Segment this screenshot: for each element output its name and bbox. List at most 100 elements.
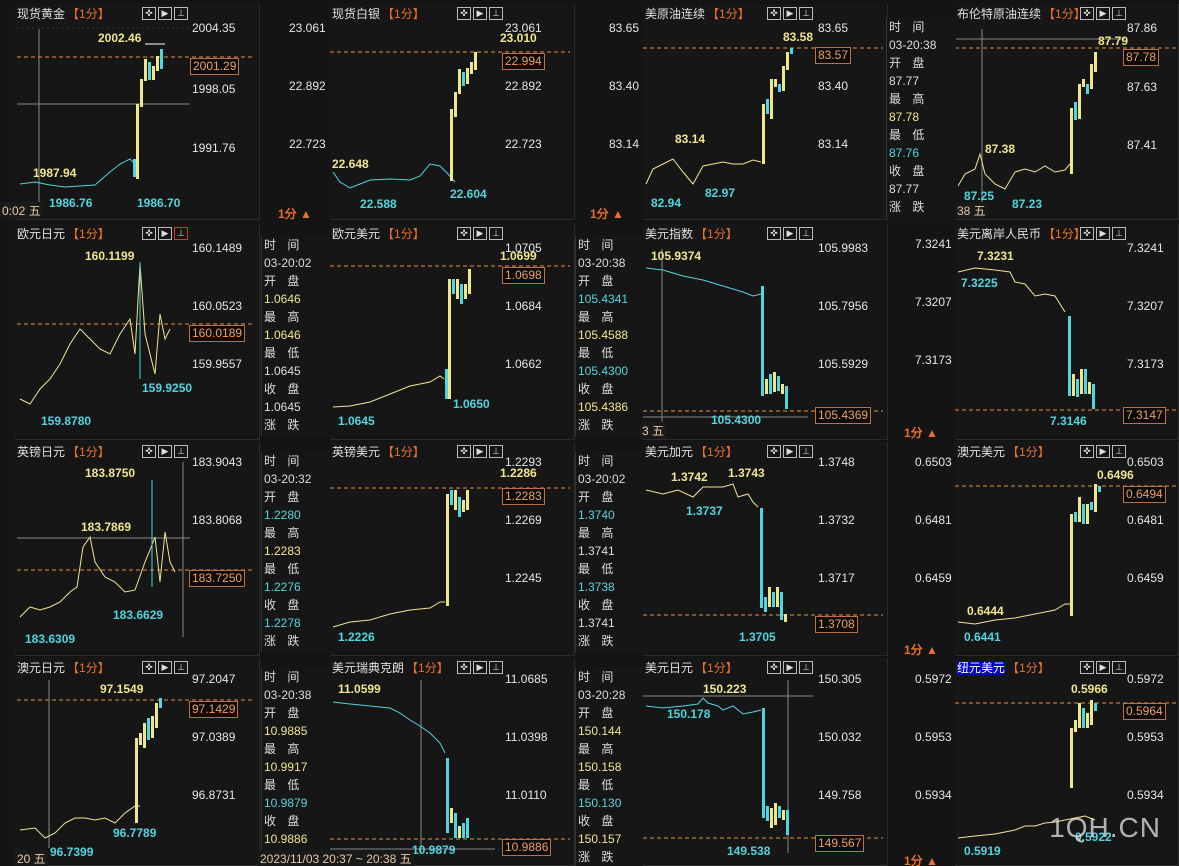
range-icon[interactable]: ⊥ [174,661,188,674]
crosshair-icon[interactable]: ✜ [142,227,156,240]
crosshair-icon[interactable]: ✜ [457,7,471,20]
play-icon[interactable]: ▶ [158,227,172,240]
play-icon[interactable]: ▶ [473,661,487,674]
panel-usdsek[interactable]: 美元瑞典克朗 【1分】 ✜ ▶ ⊥ 11.0599 10.9879 11.0685 1… [330,658,575,866]
play-icon[interactable]: ▶ [783,445,797,458]
play-icon[interactable]: ▶ [1096,227,1110,240]
crosshair-icon[interactable]: ✜ [142,445,156,458]
period-indicator[interactable]: 1分 ▲ [904,854,938,866]
current-price: 0.5964 [1123,703,1166,720]
panel-nzdusd[interactable]: 纽元美元 【1分】 ✜ ▶ ⊥ 0.5966 0.5919 0.5922 0.5972… [955,658,1179,866]
candlestick-chart[interactable] [15,224,260,440]
crosshair-icon[interactable]: ✜ [1080,661,1094,674]
play-icon[interactable]: ▶ [473,7,487,20]
panel-spot-gold[interactable]: 现货黄金 【1分】 ✜ ▶ ⊥ 2002.46 1987.94 1986.76 198… [15,4,260,220]
crosshair-icon[interactable]: ✜ [457,661,471,674]
y-axis-tick: 1.3748 [818,455,855,469]
range-icon[interactable]: ⊥ [799,7,813,20]
range-icon[interactable]: ⊥ [489,7,503,20]
candlestick-chart[interactable] [15,442,260,656]
y-axis-tick: 160.1489 [192,241,243,255]
crosshair-icon[interactable]: ✜ [767,227,781,240]
y-axis-tick: 105.5929 [818,357,869,371]
play-icon[interactable]: ▶ [158,445,172,458]
y-axis-tick: 7.3173 [1127,357,1164,371]
range-icon[interactable]: ⊥ [1112,227,1126,240]
play-icon[interactable]: ▶ [473,445,487,458]
candlestick-chart[interactable] [955,4,1179,220]
candlestick-chart[interactable] [955,442,1179,656]
current-price: 183.7250 [189,570,246,587]
candlestick-chart[interactable] [15,4,260,220]
candlestick-chart[interactable] [15,658,260,866]
range-icon[interactable]: ⊥ [174,445,188,458]
candlestick-chart[interactable] [330,224,575,440]
play-icon[interactable]: ▶ [783,7,797,20]
range-icon[interactable]: ⊥ [799,661,813,674]
panel-gbpjpy[interactable]: 英镑日元 【1分】 ✜ ▶ ⊥ 183.8750 183.7869 183.6309 … [15,442,260,656]
range-icon[interactable]: ⊥ [1112,7,1126,20]
candlestick-chart[interactable] [643,442,888,656]
range-icon[interactable]: ⊥ [489,661,503,674]
period-indicator[interactable]: 1分 ▲ [904,426,938,440]
crosshair-icon[interactable]: ✜ [457,445,471,458]
y-axis-tick: 183.8068 [192,513,243,527]
range-icon[interactable]: ⊥ [174,7,188,20]
play-icon[interactable]: ▶ [158,7,172,20]
play-icon[interactable]: ▶ [1096,661,1110,674]
chart-tools: ✜ ▶ ⊥ [142,7,188,20]
panel-title: 现货黄金 【1分】 [17,7,110,21]
panel-audusd[interactable]: 澳元美元 【1分】 ✜ ▶ ⊥ 0.6496 0.6444 0.6441 0.6503… [955,442,1179,656]
crosshair-icon[interactable]: ✜ [142,7,156,20]
panel-brent-crude[interactable]: 布伦特原油连续 【1分】 ✜ ▶ ⊥ 87.79 87.38 87.25 87.23 … [955,4,1179,220]
range-icon[interactable]: ⊥ [174,227,188,240]
crosshair-icon[interactable]: ✜ [767,7,781,20]
panel-wti-crude[interactable]: 美原油连续 【1分】 ✜ ▶ ⊥ 83.58 83.14 82.94 82.97 83… [643,4,888,220]
play-icon[interactable]: ▶ [1096,7,1110,20]
candlestick-chart[interactable] [643,4,888,220]
panel-spot-silver[interactable]: 现货白银 【1分】 ✜ ▶ ⊥ 23.010 22.648 22.588 22.604… [330,4,575,220]
low-label: 0.6441 [964,630,1001,644]
range-icon[interactable]: ⊥ [799,227,813,240]
candlestick-chart[interactable] [330,442,575,656]
y-axis-tick: 11.0398 [505,730,548,744]
low-label: 10.9879 [412,843,456,857]
play-icon[interactable]: ▶ [158,661,172,674]
candlestick-chart[interactable] [955,224,1179,440]
range-icon[interactable]: ⊥ [799,445,813,458]
panel-gbpusd[interactable]: 英镑美元 【1分】 ✜ ▶ ⊥ 1.2286 1.2226 1.2293 1.2269… [330,442,575,656]
candlestick-chart[interactable] [955,658,1179,866]
crosshair-icon[interactable]: ✜ [1080,445,1094,458]
crosshair-icon[interactable]: ✜ [142,661,156,674]
panel-usdjpy[interactable]: 美元日元 【1分】 ✜ ▶ ⊥ 150.223 150.178 149.538 150… [643,658,888,866]
y-axis-tick: 11.0110 [505,788,547,802]
crosshair-icon[interactable]: ✜ [1080,7,1094,20]
panel-usdcnh[interactable]: 美元离岸人民币 【1分】 ✜ ▶ ⊥ 7.3231 7.3225 7.3146 7.3… [955,224,1179,440]
period-indicator[interactable]: 1分 ▲ [590,207,624,221]
range-icon[interactable]: ⊥ [489,445,503,458]
range-icon[interactable]: ⊥ [489,227,503,240]
play-icon[interactable]: ▶ [473,227,487,240]
panel-eurjpy[interactable]: 欧元日元 【1分】 ✜ ▶ ⊥ 160.1199 159.8780 159.9250 … [15,224,260,440]
play-icon[interactable]: ▶ [783,227,797,240]
crosshair-icon[interactable]: ✜ [457,227,471,240]
y-axis-tick: 83.40 [818,79,849,93]
crosshair-icon[interactable]: ✜ [1080,227,1094,240]
panel-audjpy[interactable]: 澳元日元 【1分】 ✜ ▶ ⊥ 97.1549 96.7399 96.7789 97.… [15,658,260,866]
play-icon[interactable]: ▶ [1096,445,1110,458]
crosshair-icon[interactable]: ✜ [767,661,781,674]
y-axis-tick: 1.0684 [505,299,542,313]
high-label: 11.0599 [338,682,381,696]
candlestick-chart[interactable] [330,4,575,220]
panel-usd-index[interactable]: 美元指数 【1分】 ✜ ▶ ⊥ 105.9374 105.4300 105.9983 … [643,224,888,440]
period-indicator[interactable]: 1分 ▲ [904,643,938,657]
panel-usdcad[interactable]: 美元加元 【1分】 ✜ ▶ ⊥ 1.3742 1.3743 1.3737 1.3705… [643,442,888,656]
range-icon[interactable]: ⊥ [1112,445,1126,458]
range-icon[interactable]: ⊥ [1112,661,1126,674]
play-icon[interactable]: ▶ [783,661,797,674]
panel-eurusd[interactable]: 欧元美元 【1分】 ✜ ▶ ⊥ 1.0699 1.0645 1.0650 1.0705… [330,224,575,440]
panel-title: 欧元美元 【1分】 [332,227,425,241]
period-indicator[interactable]: 1分 ▲ [278,207,312,221]
current-price: 105.4369 [815,407,872,424]
crosshair-icon[interactable]: ✜ [767,445,781,458]
